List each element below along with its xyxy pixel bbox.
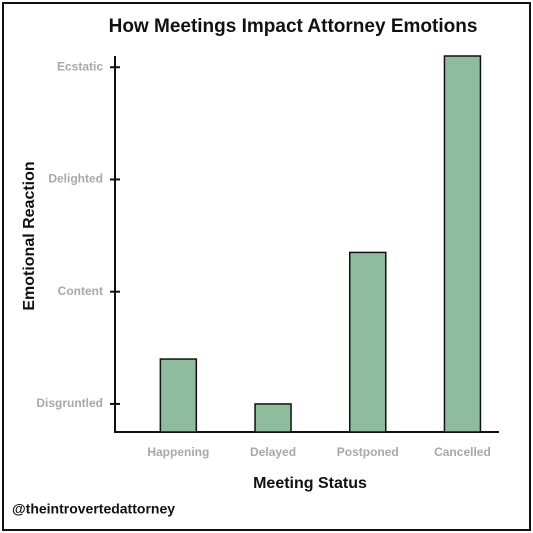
bar — [159, 358, 198, 433]
y-tick-label: Disgruntled — [36, 396, 103, 410]
x-tick-label: Cancelled — [434, 445, 491, 459]
y-tick-label: Content — [58, 284, 103, 298]
chart-title: How Meetings Impact Attorney Emotions — [109, 16, 478, 37]
x-tick-label: Happening — [147, 445, 209, 459]
bar — [349, 251, 387, 433]
x-tick-label: Delayed — [250, 445, 296, 459]
x-tick-label: Postponed — [337, 445, 399, 459]
y-axis-title: Emotional Reaction — [21, 161, 38, 310]
y-tick-label: Ecstatic — [57, 59, 103, 73]
bar — [254, 403, 292, 433]
bar — [443, 55, 482, 433]
credit: @theintrovertedattorney — [12, 501, 175, 517]
x-axis-title: Meeting Status — [253, 475, 367, 492]
y-tick-label: Delighted — [48, 172, 103, 186]
